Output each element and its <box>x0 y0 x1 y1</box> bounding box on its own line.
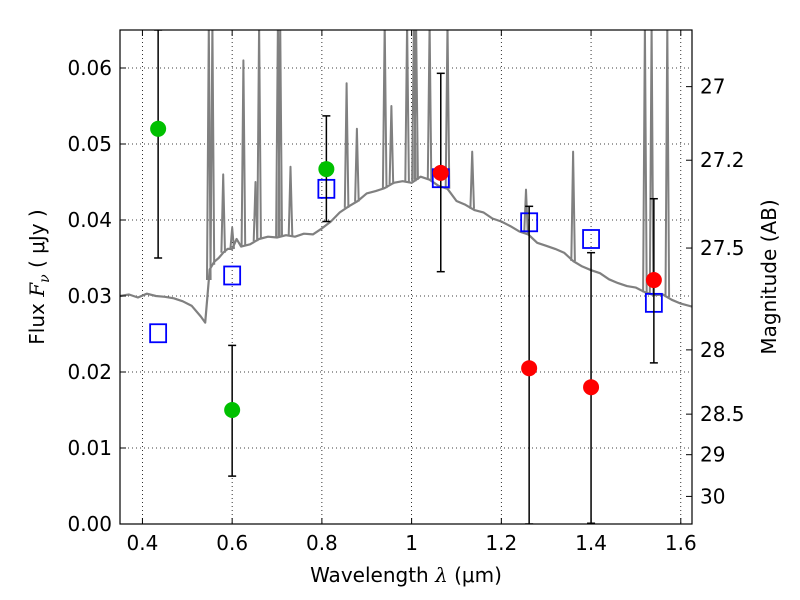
y2-tick-label: 27 <box>700 75 725 99</box>
emission-line-spike <box>469 150 475 209</box>
emission-line-spike <box>381 30 388 189</box>
x-tick-label: 1.2 <box>485 531 517 555</box>
emission-line-spike <box>648 30 655 295</box>
emission-line-spike <box>404 30 410 183</box>
emission-line-spike <box>240 59 247 247</box>
emission-line-spike <box>413 30 419 180</box>
y-tick-label: 0.03 <box>67 284 112 308</box>
model-photometry-square <box>223 265 242 286</box>
y2-tick-label: 27.2 <box>700 148 745 172</box>
x-axis-label: Wavelength λ (μm) <box>310 563 502 587</box>
y2-tick-label: 28.5 <box>700 402 745 426</box>
y2-tick-label: 28 <box>700 338 725 362</box>
y-axis-label-sub: ν <box>37 274 53 283</box>
plot-frame <box>119 29 693 525</box>
y-tick-label: 0.00 <box>67 512 112 536</box>
photometry-point-red <box>432 164 449 181</box>
model-photometry-square <box>149 323 168 344</box>
photometry-point-green <box>150 120 167 137</box>
y-tick-label: 0.05 <box>67 132 112 156</box>
x-tick-label: 1 <box>405 531 418 555</box>
y2-tick-label: 29 <box>700 443 725 467</box>
plot-area <box>120 30 692 524</box>
emission-line-spike <box>229 226 235 249</box>
y-axis-label-symbol: F <box>25 282 49 298</box>
y-tick-label: 0.01 <box>67 436 112 460</box>
x-axis-label-prefix: Wavelength <box>310 563 435 587</box>
emission-line-spike <box>206 30 212 281</box>
emission-line-spike <box>570 150 576 262</box>
emission-line-spike <box>388 105 395 185</box>
y-tick-label: 0.04 <box>67 208 112 232</box>
ticks: 0.4 0.6 0.8 1 1.2 1.4 1.6 0.00 0.01 0.02 0.03 0.04 0… <box>67 30 745 555</box>
x-tick-label: 1.6 <box>665 531 697 555</box>
x-tick-label: 1.4 <box>575 531 607 555</box>
emission-line-spike <box>444 30 451 189</box>
x-axis-label-symbol: λ <box>434 563 448 587</box>
y-axis-label: Flux Fν ( μJy ) <box>25 209 53 344</box>
y2-tick-label: 30 <box>700 484 725 508</box>
x-tick-label: 0.6 <box>216 531 248 555</box>
emission-line-spike <box>664 30 671 298</box>
emission-line-spike <box>287 165 294 237</box>
model-photometry-square <box>582 229 600 249</box>
photometry-point-red <box>521 360 538 377</box>
emission-line-spike <box>277 30 283 237</box>
emission-line-spike <box>354 127 360 202</box>
grid <box>120 30 692 524</box>
y-tick-label: 0.02 <box>67 360 112 384</box>
emission-line-spike <box>642 30 648 293</box>
emission-line-spike <box>209 30 216 265</box>
x-tick-label: 0.4 <box>127 531 159 555</box>
x-axis-label-suffix: (μm) <box>448 563 502 587</box>
emission-line-spike <box>426 30 433 180</box>
photometry-point-green <box>224 402 241 418</box>
emission-line-spike <box>220 173 226 253</box>
model-spectrum-line <box>120 175 692 324</box>
emission-line-spike <box>343 82 350 208</box>
y-axis-label-suffix: ( μJy ) <box>25 209 49 274</box>
y2-tick-label: 27.5 <box>700 236 745 260</box>
y-tick-label: 0.06 <box>67 56 112 80</box>
y-axis-label-prefix: Flux <box>25 297 49 345</box>
photometry-point-green <box>318 161 335 178</box>
emission-line-spike <box>523 188 529 234</box>
emission-line-spike <box>256 30 262 240</box>
photometry-point-red <box>583 379 600 396</box>
photometry-point-red <box>645 272 662 289</box>
x-tick-label: 0.8 <box>306 531 338 555</box>
y2-axis-label: Magnitude (AB) <box>757 199 781 354</box>
